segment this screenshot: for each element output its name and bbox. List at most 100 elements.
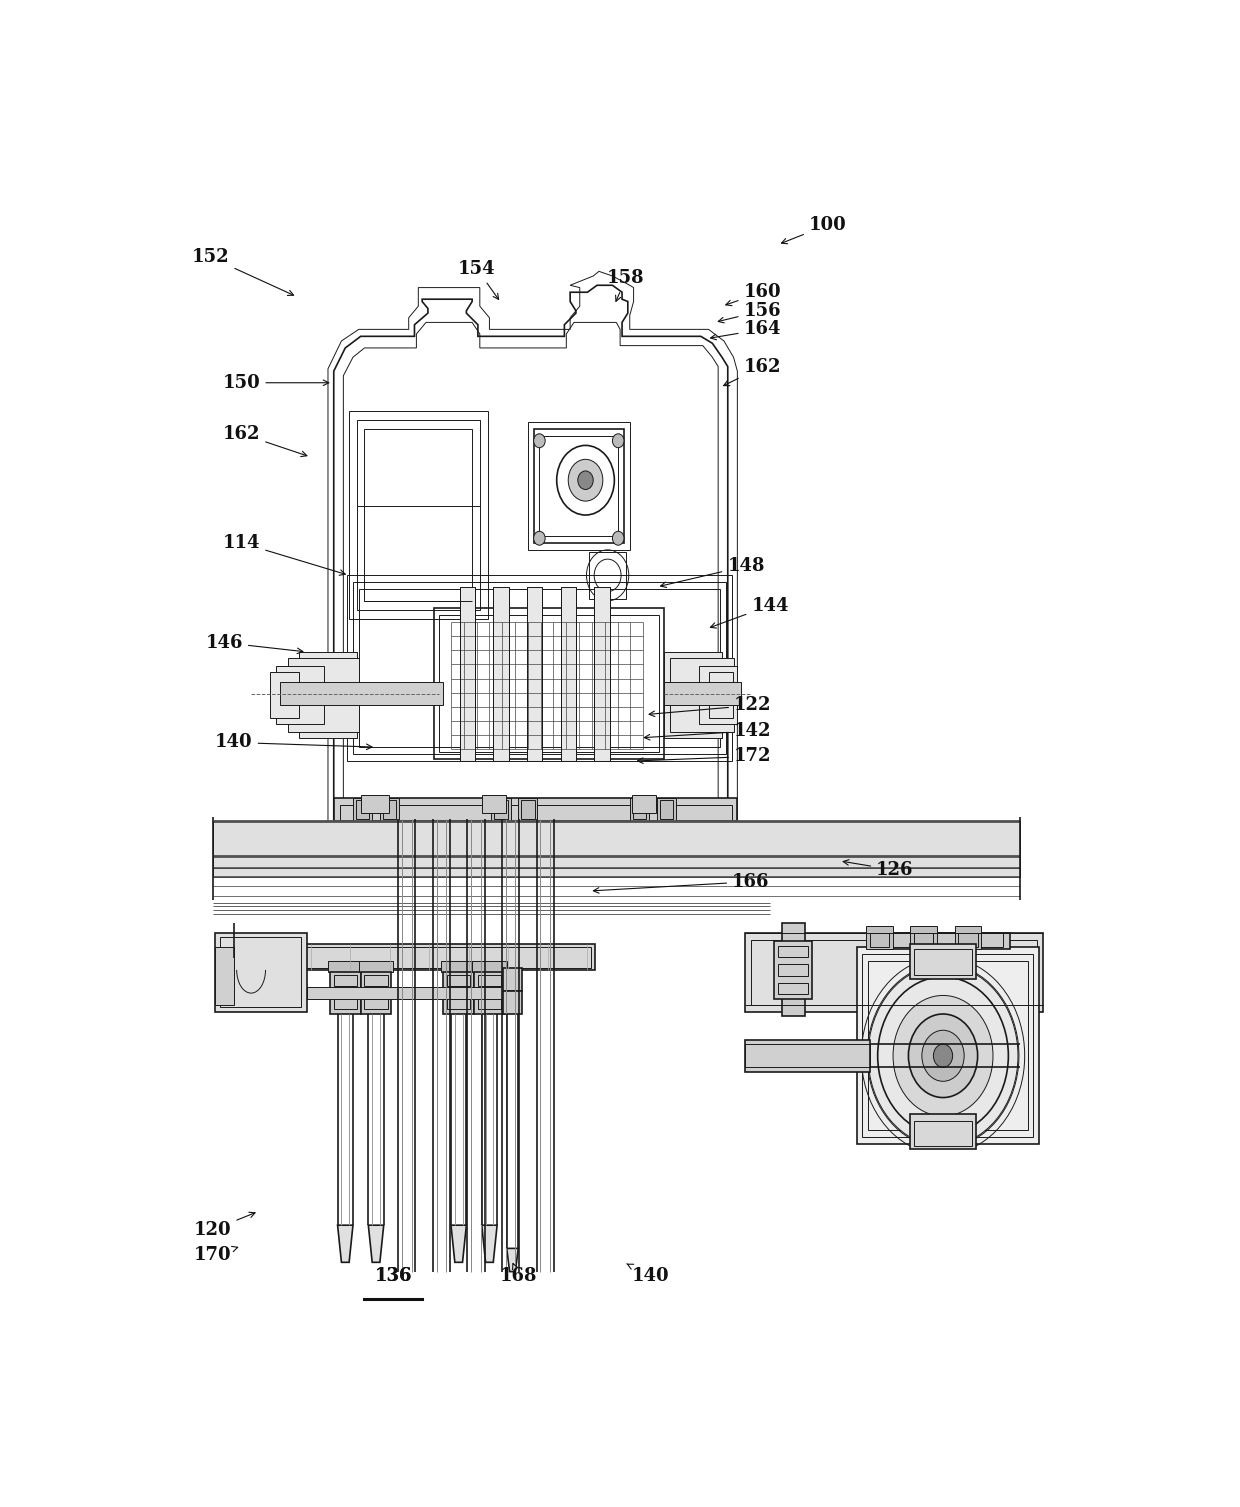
Bar — [213, 856, 1019, 868]
Bar — [745, 933, 1043, 1011]
Bar — [356, 800, 370, 820]
Bar — [444, 996, 474, 1014]
Bar — [474, 996, 505, 1014]
Text: 122: 122 — [649, 696, 771, 716]
Bar — [361, 996, 392, 1014]
Polygon shape — [481, 1225, 497, 1263]
Bar — [350, 410, 487, 619]
Bar — [494, 586, 508, 761]
Bar — [448, 975, 470, 986]
Bar — [959, 933, 977, 946]
Bar — [594, 586, 610, 761]
Text: 144: 144 — [711, 597, 789, 628]
Text: 140: 140 — [626, 1264, 670, 1285]
Bar — [347, 576, 732, 761]
Bar — [477, 998, 501, 1010]
Bar — [910, 1114, 976, 1148]
Bar — [914, 949, 972, 975]
Bar — [777, 945, 808, 957]
Text: 154: 154 — [458, 261, 498, 300]
Text: 172: 172 — [637, 747, 771, 766]
Text: 146: 146 — [206, 633, 303, 654]
Bar — [358, 960, 393, 972]
Bar — [334, 799, 738, 821]
Bar — [870, 933, 889, 946]
Bar — [539, 436, 619, 536]
Bar — [857, 946, 1039, 1144]
Bar — [448, 998, 470, 1010]
Bar — [495, 800, 507, 820]
Bar — [460, 586, 475, 761]
Bar — [631, 794, 656, 814]
Bar — [910, 945, 976, 980]
Bar — [444, 972, 474, 990]
Bar — [213, 821, 1019, 856]
Text: 170: 170 — [193, 1246, 238, 1264]
Bar — [327, 960, 362, 972]
Bar — [358, 589, 720, 747]
Text: 140: 140 — [215, 734, 372, 752]
Bar — [365, 429, 472, 601]
Circle shape — [578, 470, 593, 490]
Bar — [882, 933, 1003, 946]
Circle shape — [909, 1014, 977, 1097]
Text: 156: 156 — [718, 301, 781, 322]
Text: 166: 166 — [594, 873, 770, 894]
Text: 168: 168 — [500, 1263, 537, 1285]
Bar — [589, 552, 626, 598]
Bar — [330, 972, 361, 990]
Bar — [334, 975, 357, 986]
Text: 160: 160 — [725, 283, 781, 306]
Bar — [472, 960, 507, 972]
Circle shape — [934, 1044, 952, 1067]
Bar — [708, 672, 733, 719]
Text: 126: 126 — [843, 859, 914, 879]
Bar — [383, 800, 397, 820]
Bar — [280, 683, 444, 705]
Bar — [518, 799, 537, 821]
Bar — [777, 964, 808, 975]
Bar — [439, 615, 658, 752]
Bar — [914, 1121, 972, 1147]
Circle shape — [613, 434, 624, 448]
Text: 158: 158 — [608, 270, 645, 301]
Bar — [745, 1040, 870, 1071]
Bar — [751, 940, 1037, 1005]
Bar — [330, 996, 361, 1014]
Bar — [361, 794, 389, 814]
Polygon shape — [337, 1225, 353, 1263]
Bar — [491, 799, 511, 821]
Bar — [632, 800, 646, 820]
Bar — [955, 925, 982, 949]
Bar — [503, 990, 522, 1014]
Circle shape — [533, 434, 546, 448]
Text: 120: 120 — [193, 1212, 255, 1239]
Bar — [306, 987, 515, 999]
Bar — [340, 805, 732, 821]
Bar — [670, 657, 734, 732]
Polygon shape — [451, 1225, 466, 1263]
Bar — [213, 868, 1019, 877]
Bar — [699, 666, 738, 723]
Text: 148: 148 — [661, 558, 765, 588]
Bar — [270, 672, 299, 719]
Bar — [665, 653, 722, 738]
Bar — [215, 933, 306, 1011]
Bar — [277, 666, 324, 723]
Bar — [630, 799, 649, 821]
Bar — [560, 586, 575, 761]
Bar — [334, 998, 357, 1010]
Text: 114: 114 — [223, 533, 345, 576]
Bar — [862, 954, 1033, 1136]
Bar — [910, 925, 937, 949]
Polygon shape — [507, 1248, 518, 1272]
Bar — [866, 925, 893, 949]
Bar — [441, 960, 476, 972]
Circle shape — [868, 966, 1018, 1147]
Bar — [527, 586, 542, 761]
Text: 100: 100 — [781, 216, 847, 244]
Circle shape — [613, 532, 624, 546]
Bar — [481, 794, 506, 814]
Bar — [434, 607, 665, 758]
Bar — [477, 975, 501, 986]
